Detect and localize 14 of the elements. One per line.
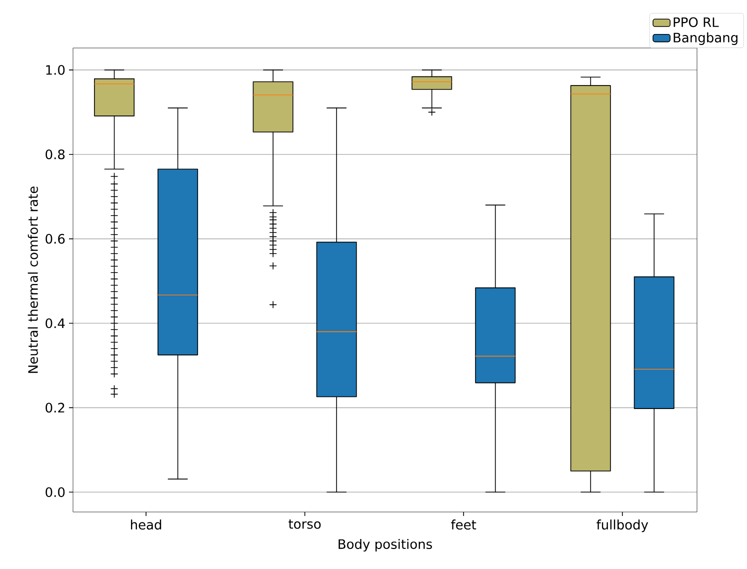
y-tick-label: 0.0 <box>46 487 65 498</box>
y-tick-label: 0.6 <box>46 234 65 244</box>
y-tick-label: 0.8 <box>46 149 65 160</box>
x-tick-label: torso <box>288 520 321 529</box>
y-tick-label: 1.0 <box>46 65 65 75</box>
x-axis-title: Body positions <box>338 538 432 552</box>
legend-label: Bangbang <box>674 32 738 45</box>
x-tick-label: fullbody <box>596 520 648 532</box>
y-tick-label: 0.2 <box>46 402 64 413</box>
y-tick-label: 0.4 <box>46 318 65 328</box>
y-axis-title: Neutral thermal comfort rate <box>28 186 38 373</box>
legend-label: PPO RL <box>674 17 719 28</box>
x-tick-label: feet <box>451 520 476 530</box>
x-tick-label: head <box>130 520 162 530</box>
